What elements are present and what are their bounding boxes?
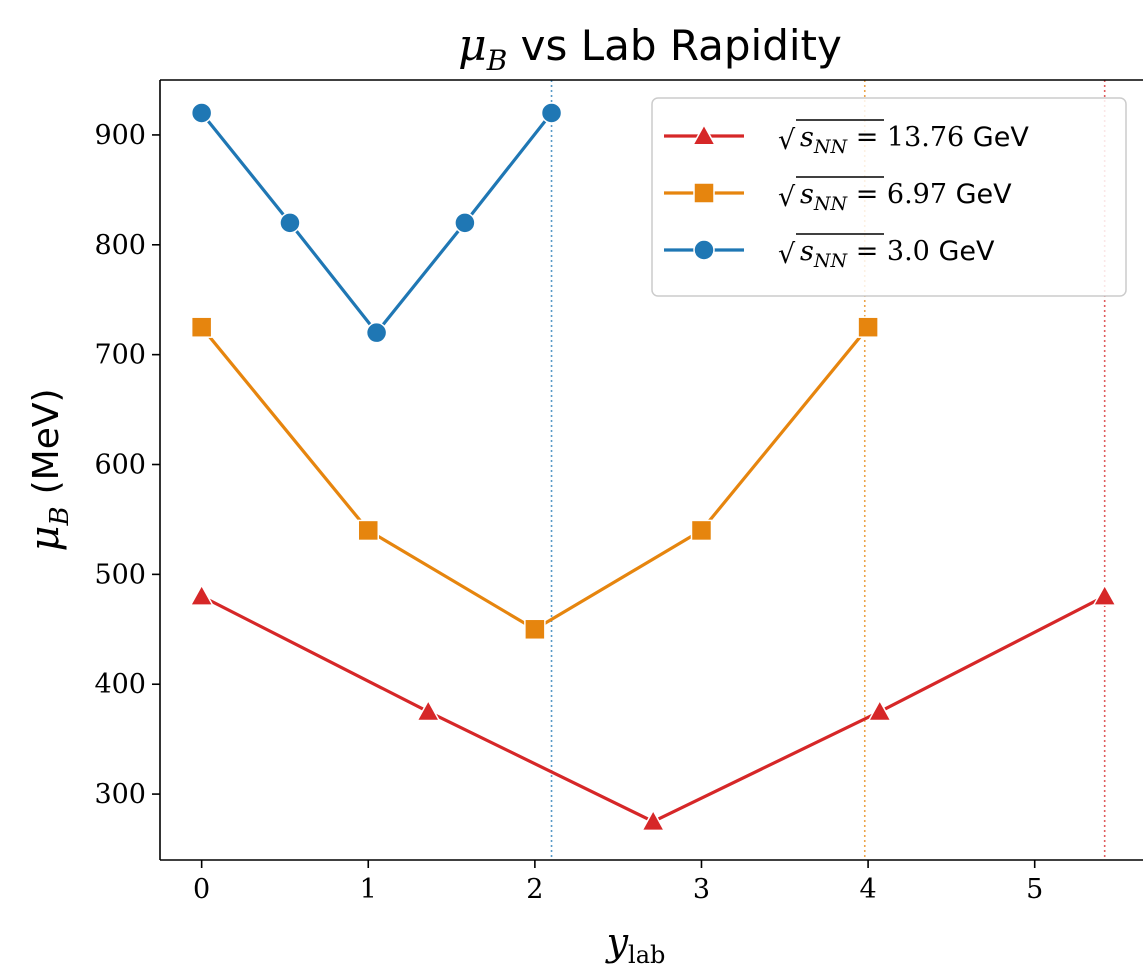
x-tick-label-1: 1 [360,874,377,905]
legend-radical-0: √ [778,125,796,156]
x-tick-label-5: 5 [1026,874,1043,905]
legend-box [651,97,1127,297]
legend-marker-1 [693,182,715,204]
data-point-s2-p2 [365,321,388,344]
data-point-s1-p3 [690,519,713,542]
y-tick-label-2: 500 [94,559,146,590]
legend-radical-2: √ [778,239,796,270]
legend-entry-1: √ sNN = 6.97 GeV [664,176,1012,215]
legend-marker-0 [691,123,717,146]
series-line-1 [200,326,870,631]
data-point-s0-p4 [1092,583,1117,606]
y-tick-label-1: 400 [94,669,146,700]
legend-label-1: sNN = 6.97 GeV [800,179,1012,215]
data-point-s0-p2 [640,809,666,832]
data-point-s2-p4 [540,102,563,124]
legend-entries: √ sNN = 13.76 GeV√ sNN = 6.97 GeV√ sNN = 3.… [664,119,1029,272]
chart-title: μB vs Lab Rapidity [458,20,842,77]
y-tick-label-6: 900 [94,120,146,151]
ticks: 0 1 2 3 4 5 300 400 500 600 700 800 900 [94,120,1043,905]
data-point-s0-p1 [415,699,441,722]
series-line-0 [200,594,1106,824]
y-tick-label-5: 800 [94,230,146,261]
data-point-s2-p1 [279,212,301,234]
x-tick-label-0: 0 [193,874,210,905]
data-point-s2-p3 [454,212,476,234]
data-point-s1-p1 [357,519,380,542]
data-point-s1-p4 [857,316,879,338]
x-tick-label-3: 3 [693,874,710,905]
x-axis-label: ylab [605,920,666,969]
x-tick-label-2: 2 [526,874,543,905]
y-tick-label-3: 600 [94,450,146,481]
legend-radical-1: √ [778,182,796,213]
y-tick-label-4: 700 [94,340,146,371]
x-tick-label-4: 4 [859,874,876,905]
data-point-s0-p0 [189,583,214,606]
legend: √ sNN = 13.76 GeV√ sNN = 6.97 GeV√ sNN = 3.… [651,97,1127,297]
y-axis-label: μB(MeV) [22,388,75,551]
data-point-s0-p3 [867,699,893,722]
legend-label-2: sNN = 3.0 GeV [800,236,995,272]
data-point-s2-p0 [190,102,213,124]
data-point-s1-p2 [524,618,546,641]
axes-frame [159,79,1143,861]
legend-label-0: sNN = 13.76 GeV [800,122,1029,158]
data-point-s1-p0 [190,316,213,338]
legend-marker-2 [693,239,715,261]
legend-entry-2: √ sNN = 3.0 GeV [664,233,995,272]
plot-area [189,80,1117,860]
y-tick-label-0: 300 [94,779,146,810]
series-line-2 [200,111,553,335]
legend-entry-0: √ sNN = 13.76 GeV [664,119,1029,158]
